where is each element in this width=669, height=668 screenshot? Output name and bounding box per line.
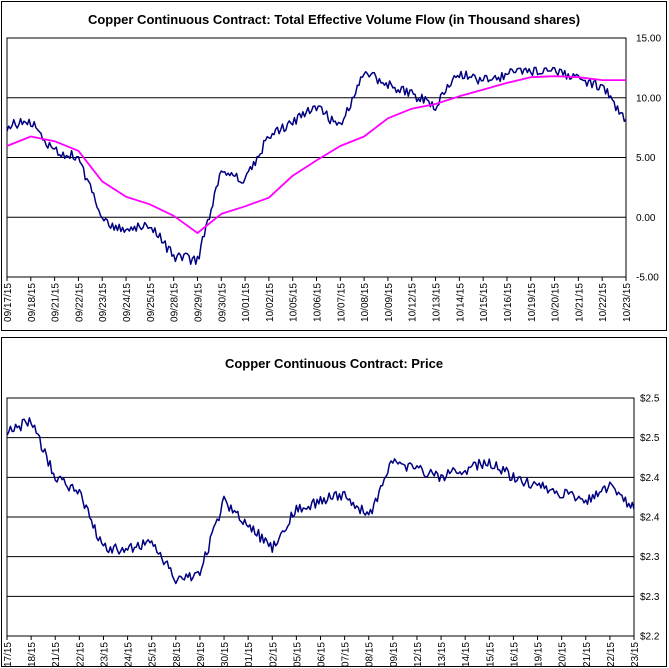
- volume-flow-plot: -5.00 0.00 5.00 10.00 15.00 09/17/15 09/18/15 0…: [3, 34, 661, 322]
- x-tick-label: 10/07/15: [336, 283, 347, 322]
- y-tick-label: $2.4: [640, 473, 660, 484]
- x-tick-label: 10/12/15: [413, 642, 424, 666]
- x-tick-label: 09/28/15: [170, 283, 181, 322]
- x-tick-label: 10/08/15: [360, 283, 371, 322]
- x-tick-label: 09/17/15: [3, 283, 14, 322]
- x-tick-label: 09/23/15: [99, 642, 110, 666]
- x-tick-label: 10/01/15: [244, 642, 255, 666]
- y-tick-label: -5.00: [636, 273, 659, 284]
- price-chart: Copper Continuous Contract: Price $2.2 $2…: [1, 337, 667, 667]
- volume-flow-chart-title: Copper Continuous Contract: Total Effect…: [87, 12, 581, 27]
- x-tick-label: 10/09/15: [389, 642, 400, 666]
- x-tick-label: 10/02/15: [265, 283, 276, 322]
- y-tick-label: $2.5: [640, 394, 660, 405]
- x-tick-label: 10/21/15: [582, 642, 593, 666]
- x-tick-label: 09/29/15: [196, 642, 207, 666]
- price-chart-title: Copper Continuous Contract: Price: [224, 356, 444, 371]
- x-tick-label: 09/23/15: [98, 283, 109, 322]
- x-tick-label: 09/25/15: [146, 283, 157, 322]
- x-tick-label: 10/06/15: [317, 642, 328, 666]
- x-tick-label: 09/28/15: [172, 642, 183, 666]
- x-tick-label: 09/18/15: [27, 642, 38, 666]
- x-tick-label: 10/09/15: [384, 283, 395, 322]
- x-tick-label: 10/12/15: [408, 283, 419, 322]
- x-tick-label: 10/05/15: [289, 283, 300, 322]
- y-tick-label: $2.5: [640, 433, 660, 444]
- y-tick-label: 5.00: [636, 153, 656, 164]
- x-tick-label: 10/06/15: [313, 283, 324, 322]
- y-tick-label: $2.4: [640, 513, 660, 524]
- x-tick-label: 09/29/15: [193, 283, 204, 322]
- x-tick-label: 10/16/15: [503, 283, 514, 322]
- x-tick-label: 09/22/15: [75, 642, 86, 666]
- x-tick-label: 10/02/15: [268, 642, 279, 666]
- x-tick-label: 10/20/15: [551, 283, 562, 322]
- x-tick-label: 10/14/15: [461, 642, 472, 666]
- x-tick-label: 09/30/15: [217, 283, 228, 322]
- y-tick-label: $2.3: [640, 552, 660, 563]
- series-line: [6, 75, 626, 234]
- y-tick-label: $2.2: [640, 632, 660, 643]
- x-tick-label: 10/13/15: [432, 283, 443, 322]
- x-tick-label: 09/17/15: [3, 642, 14, 666]
- x-tick-label: 10/15/15: [479, 283, 490, 322]
- y-tick-label: 15.00: [636, 34, 661, 45]
- x-tick-label: 09/30/15: [220, 642, 231, 666]
- x-tick-label: 10/22/15: [598, 283, 609, 322]
- y-tick-label: 10.00: [636, 93, 661, 104]
- x-tick-label: 09/21/15: [51, 283, 62, 322]
- y-tick-label: 0.00: [636, 213, 656, 224]
- x-tick-label: 10/13/15: [437, 642, 448, 666]
- x-tick-label: 10/23/15: [630, 642, 641, 666]
- x-tick-label: 09/24/15: [124, 642, 135, 666]
- x-tick-label: 09/18/15: [27, 283, 38, 322]
- x-tick-label: 10/14/15: [455, 283, 466, 322]
- series-line: [6, 66, 627, 265]
- x-tick-label: 10/07/15: [341, 642, 352, 666]
- x-tick-label: 09/25/15: [148, 642, 159, 666]
- x-tick-label: 10/15/15: [485, 642, 496, 666]
- x-tick-label: 10/16/15: [509, 642, 520, 666]
- price-plot: $2.2 $2.3 $2.3 $2.4 $2.4 $2.5 $2.5 09/17/15 09/1…: [3, 394, 660, 667]
- x-tick-label: 10/19/15: [527, 283, 538, 322]
- x-tick-label: 10/21/15: [574, 283, 585, 322]
- x-tick-label: 10/08/15: [365, 642, 376, 666]
- x-tick-label: 10/19/15: [534, 642, 545, 666]
- x-tick-label: 10/05/15: [292, 642, 303, 666]
- series-line: [6, 417, 635, 585]
- x-tick-label: 10/23/15: [622, 283, 633, 322]
- x-tick-label: 09/24/15: [122, 283, 133, 322]
- x-tick-label: 10/20/15: [558, 642, 569, 666]
- x-tick-label: 09/21/15: [51, 642, 62, 666]
- volume-flow-chart: Copper Continuous Contract: Total Effect…: [1, 1, 667, 331]
- x-tick-label: 10/01/15: [241, 283, 252, 322]
- x-tick-label: 09/22/15: [74, 283, 85, 322]
- x-tick-label: 10/22/15: [606, 642, 617, 666]
- y-tick-label: $2.3: [640, 592, 660, 603]
